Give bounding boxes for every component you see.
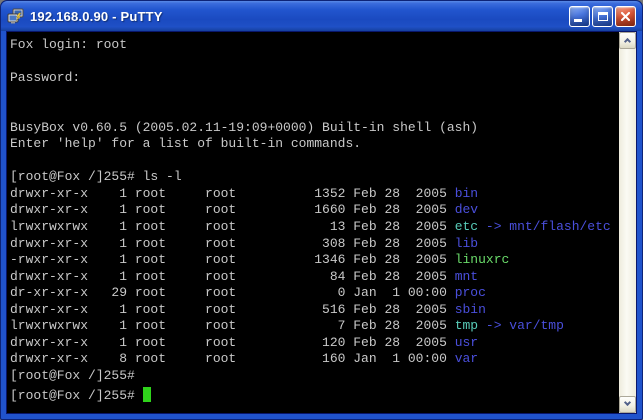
terminal-line: drwxr-xr-x 1 root root 516 Feb 28 2005 s… bbox=[10, 301, 486, 317]
terminal[interactable]: Fox login: root Password: BusyBox v0.60.… bbox=[7, 32, 619, 413]
terminal-line: drwxr-xr-x 1 root root 120 Feb 28 2005 u… bbox=[10, 334, 479, 350]
terminal-line: drwxr-xr-x 1 root root 308 Feb 28 2005 l… bbox=[10, 235, 479, 251]
scroll-track[interactable] bbox=[619, 49, 636, 396]
terminal-line: -rwxr-xr-x 1 root root 1346 Feb 28 2005 … bbox=[10, 252, 510, 268]
terminal-line: Password: bbox=[10, 70, 81, 86]
terminal-line: BusyBox v0.60.5 (2005.02.11-19:09+0000) … bbox=[10, 119, 479, 135]
terminal-line bbox=[10, 87, 619, 104]
terminal-line bbox=[10, 54, 619, 71]
file-name: bin bbox=[454, 185, 479, 201]
terminal-cursor bbox=[142, 387, 151, 403]
minimize-button[interactable] bbox=[569, 5, 590, 27]
maximize-icon bbox=[597, 11, 608, 21]
terminal-line: drwxr-xr-x 1 root root 84 Feb 28 2005 mn… bbox=[10, 268, 479, 284]
terminal-line: [root@Fox /]255# bbox=[10, 384, 619, 403]
terminal-line: dr-xr-xr-x 29 root root 0 Jan 1 00:00 pr… bbox=[10, 285, 486, 301]
window-controls bbox=[569, 5, 636, 27]
symlink-target: -> mnt/flash/etc bbox=[478, 219, 611, 235]
terminal-line: drwxr-xr-x 1 root root 1660 Feb 28 2005 … bbox=[10, 202, 479, 218]
scrollbar[interactable] bbox=[619, 32, 636, 413]
window-title: 192.168.0.90 - PuTTY bbox=[30, 8, 163, 24]
file-name: mnt bbox=[454, 268, 479, 284]
file-name: var bbox=[454, 351, 479, 367]
terminal-line: [root@Fox /]255# ls -l bbox=[10, 169, 182, 185]
file-name: sbin bbox=[454, 301, 486, 317]
terminal-line: lrwxrwxrwx 1 root root 13 Feb 28 2005 et… bbox=[10, 219, 611, 235]
file-name: dev bbox=[454, 202, 479, 218]
terminal-line: lrwxrwxrwx 1 root root 7 Feb 28 2005 tmp… bbox=[10, 318, 564, 334]
title-bar[interactable]: 192.168.0.90 - PuTTY bbox=[1, 1, 642, 31]
symlink-target: -> var/tmp bbox=[478, 318, 564, 334]
terminal-line bbox=[10, 153, 619, 170]
file-name: etc bbox=[454, 219, 479, 235]
terminal-line: Enter 'help' for a list of built-in comm… bbox=[10, 136, 362, 152]
scroll-down-button[interactable] bbox=[619, 396, 636, 413]
window-client-area: Fox login: root Password: BusyBox v0.60.… bbox=[6, 31, 637, 414]
maximize-button[interactable] bbox=[592, 5, 613, 27]
file-name: lib bbox=[454, 235, 479, 251]
terminal-line bbox=[10, 103, 619, 120]
chevron-down-icon bbox=[623, 398, 632, 407]
terminal-text: Fox login: root Password: BusyBox v0.60.… bbox=[10, 37, 619, 403]
file-name: usr bbox=[454, 334, 479, 350]
putty-icon[interactable] bbox=[7, 8, 25, 24]
terminal-line: drwxr-xr-x 8 root root 160 Jan 1 00:00 v… bbox=[10, 351, 479, 367]
scroll-up-button[interactable] bbox=[619, 32, 636, 49]
minimize-icon bbox=[574, 18, 582, 22]
chevron-up-icon bbox=[623, 37, 632, 46]
terminal-line: drwxr-xr-x 1 root root 1352 Feb 28 2005 … bbox=[10, 185, 479, 201]
file-name: linuxrc bbox=[454, 252, 510, 268]
close-icon bbox=[620, 11, 631, 21]
terminal-line: Fox login: root bbox=[10, 37, 128, 52]
close-button[interactable] bbox=[615, 5, 636, 27]
file-name: proc bbox=[454, 285, 486, 301]
terminal-line: [root@Fox /]255# bbox=[10, 367, 135, 383]
file-name: tmp bbox=[454, 318, 479, 334]
